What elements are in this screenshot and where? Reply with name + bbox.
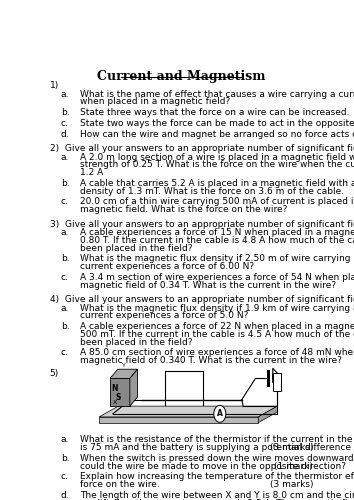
Text: c.: c. bbox=[61, 472, 69, 482]
Text: strength of 0.25 T. What is the force on the wire when the current is: strength of 0.25 T. What is the force on… bbox=[80, 160, 354, 170]
Text: 2)  Give all your answers to an appropriate number of significant figures.: 2) Give all your answers to an appropria… bbox=[50, 144, 354, 154]
Text: (1 mark): (1 mark) bbox=[274, 462, 313, 470]
Text: The length of the wire between X and Y is 8.0 cm and the circuit is: The length of the wire between X and Y i… bbox=[80, 491, 354, 500]
Text: What is the resistance of the thermistor if the current in the circuit: What is the resistance of the thermistor… bbox=[80, 436, 354, 444]
Text: c.: c. bbox=[61, 119, 69, 128]
Text: A 3.4 m section of wire experiences a force of 54 N when placed in a: A 3.4 m section of wire experiences a fo… bbox=[80, 273, 354, 282]
Text: when placed in a magnetic field?: when placed in a magnetic field? bbox=[80, 98, 230, 106]
Text: is 75 mA and the battery is supplying a potential difference of 9.0 V?: is 75 mA and the battery is supplying a … bbox=[80, 443, 354, 452]
Text: What is the name of effect that causes a wire carrying a current to move: What is the name of effect that causes a… bbox=[80, 90, 354, 98]
Text: 0.80 T. If the current in the cable is 4.8 A how much of the cable has: 0.80 T. If the current in the cable is 4… bbox=[80, 236, 354, 245]
Polygon shape bbox=[110, 369, 137, 378]
Text: A cable experiences a force of 22 N when placed in a magnetic field of: A cable experiences a force of 22 N when… bbox=[80, 322, 354, 331]
Text: density of 1.3 mT. What is the force on 3.6 m of the cable.: density of 1.3 mT. What is the force on … bbox=[80, 186, 344, 196]
Text: a.: a. bbox=[61, 153, 69, 162]
Text: Y: Y bbox=[122, 363, 126, 368]
Text: 4)  Give all your answers to an appropriate number of significant figures.: 4) Give all your answers to an appropria… bbox=[50, 295, 354, 304]
Text: c.: c. bbox=[61, 198, 69, 206]
Circle shape bbox=[214, 406, 226, 422]
Text: b.: b. bbox=[61, 179, 69, 188]
Text: A cable that carries 5.2 A is placed in a magnetic field with a flux: A cable that carries 5.2 A is placed in … bbox=[80, 179, 354, 188]
Polygon shape bbox=[110, 378, 130, 406]
Text: (3 marks): (3 marks) bbox=[270, 443, 313, 452]
Polygon shape bbox=[258, 406, 278, 422]
Text: c.: c. bbox=[61, 348, 69, 358]
Text: b.: b. bbox=[61, 254, 69, 264]
Text: b.: b. bbox=[61, 454, 69, 463]
Text: d.: d. bbox=[61, 491, 69, 500]
Text: could the wire be made to move in the opposite direction?: could the wire be made to move in the op… bbox=[80, 462, 346, 470]
Text: a.: a. bbox=[61, 304, 69, 312]
Text: b.: b. bbox=[61, 322, 69, 331]
Text: X: X bbox=[112, 400, 116, 404]
Text: been placed in the field?: been placed in the field? bbox=[80, 244, 193, 252]
Text: S: S bbox=[115, 394, 121, 402]
Text: 20.0 cm of a thin wire carrying 500 mA of current is placed in a 24.0 mT: 20.0 cm of a thin wire carrying 500 mA o… bbox=[80, 198, 354, 206]
Text: Current and Magnetism: Current and Magnetism bbox=[97, 70, 266, 82]
Text: A cable experiences a force of 15 N when placed in a magnetic field of: A cable experiences a force of 15 N when… bbox=[80, 228, 354, 237]
Text: a.: a. bbox=[61, 436, 69, 444]
Text: a.: a. bbox=[61, 90, 69, 98]
Text: How can the wire and magnet be arranged so no force acts on the wire?: How can the wire and magnet be arranged … bbox=[80, 130, 354, 138]
Text: d.: d. bbox=[61, 130, 69, 138]
Text: been placed in the field?: been placed in the field? bbox=[80, 338, 193, 346]
Text: (3 marks): (3 marks) bbox=[270, 480, 313, 489]
Text: a.: a. bbox=[61, 228, 69, 237]
Text: When the switch is pressed down the wire moves downwards. How would: When the switch is pressed down the wire… bbox=[80, 454, 354, 463]
Text: What is the magnetic flux density if 1.9 km of wire carrying 8.0 mA of: What is the magnetic flux density if 1.9… bbox=[80, 304, 354, 312]
Text: force on the wire.: force on the wire. bbox=[80, 480, 160, 489]
Text: A 2.0 m long section of a wire is placed in a magnetic field with a: A 2.0 m long section of a wire is placed… bbox=[80, 153, 354, 162]
Polygon shape bbox=[99, 417, 258, 422]
Text: magnetic field of 0.340 T. What is the current in the wire?: magnetic field of 0.340 T. What is the c… bbox=[80, 356, 342, 365]
Text: State three ways that the force on a wire can be increased.: State three ways that the force on a wir… bbox=[80, 108, 349, 117]
Text: c.: c. bbox=[61, 273, 69, 282]
Text: A 85.0 cm section of wire experiences a force of 48 mN when placed in a: A 85.0 cm section of wire experiences a … bbox=[80, 348, 354, 358]
Text: What is the magnetic flux density if 2.50 m of wire carrying 2.00 A of: What is the magnetic flux density if 2.5… bbox=[80, 254, 354, 264]
Text: modified so the ammeter now reads 2.5 A. The magnetic flux density of: modified so the ammeter now reads 2.5 A.… bbox=[80, 498, 354, 500]
Text: N: N bbox=[112, 384, 118, 392]
Text: A: A bbox=[217, 410, 223, 418]
Bar bbox=[273, 373, 281, 390]
Text: 1.2 A: 1.2 A bbox=[80, 168, 103, 177]
Text: magnetic field of 0.34 T. What is the current in the wire?: magnetic field of 0.34 T. What is the cu… bbox=[80, 280, 336, 289]
Text: b.: b. bbox=[61, 108, 69, 117]
Text: Explain how increasing the temperature of the thermistor effect the: Explain how increasing the temperature o… bbox=[80, 472, 354, 482]
Text: 5): 5) bbox=[50, 369, 59, 378]
Text: 500 mT. If the current in the cable is 4.5 A how much of the cable has: 500 mT. If the current in the cable is 4… bbox=[80, 330, 354, 339]
Polygon shape bbox=[130, 369, 137, 406]
Text: 1): 1) bbox=[50, 81, 59, 90]
Polygon shape bbox=[99, 406, 278, 417]
Text: magnetic field. What is the force on the wire?: magnetic field. What is the force on the… bbox=[80, 205, 287, 214]
Text: current experiences a force of 6.00 N?: current experiences a force of 6.00 N? bbox=[80, 262, 254, 271]
Text: State two ways the force can be made to act in the opposite direction.: State two ways the force can be made to … bbox=[80, 119, 354, 128]
Text: current experiences a force of 5.0 N?: current experiences a force of 5.0 N? bbox=[80, 312, 248, 320]
Text: 3)  Give all your answers to an appropriate number of significant figures.: 3) Give all your answers to an appropria… bbox=[50, 220, 354, 229]
